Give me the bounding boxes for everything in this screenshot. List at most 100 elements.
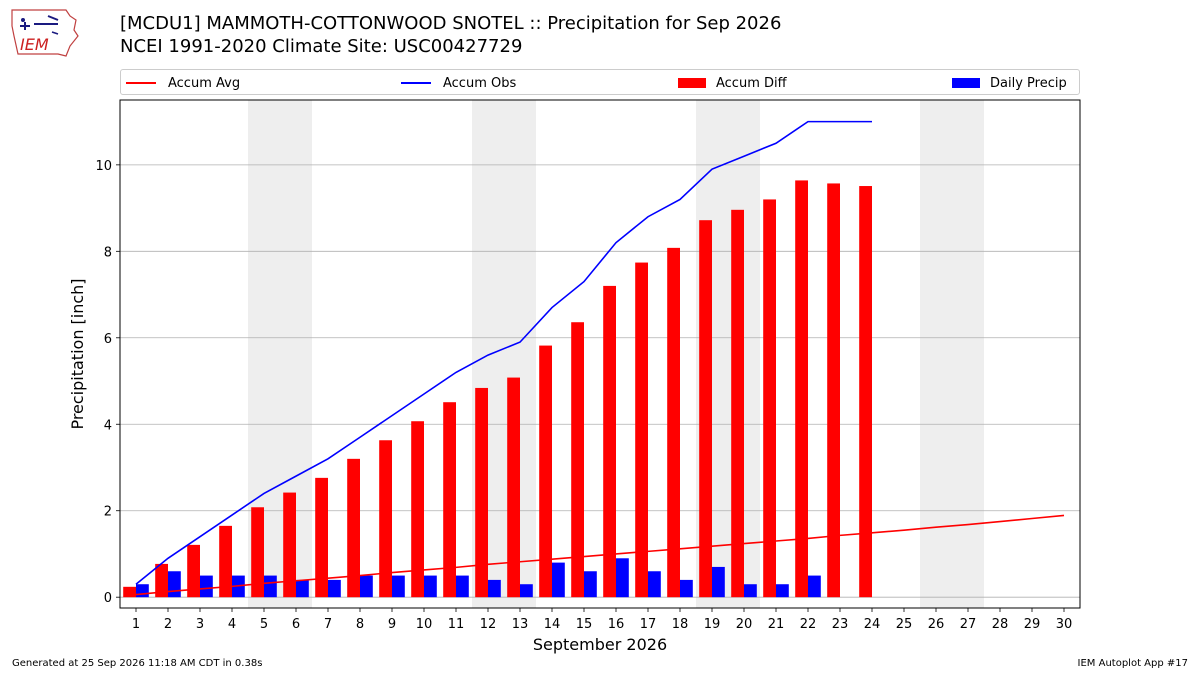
x-tick-label: 21 xyxy=(768,617,785,632)
legend-label-accum-diff: Accum Diff xyxy=(716,75,787,91)
accum-diff-bar xyxy=(795,180,808,598)
accum-diff-bar xyxy=(251,507,264,598)
accum-diff-bar xyxy=(315,477,328,598)
accum-obs-line xyxy=(135,120,872,585)
chart-subtitle: NCEI 1991-2020 Climate Site: USC00427729 xyxy=(120,36,523,57)
daily-precip-bar xyxy=(808,575,821,598)
daily-precip-bar xyxy=(776,584,789,598)
x-tick-label: 11 xyxy=(448,617,465,632)
x-tick-label: 5 xyxy=(260,617,268,632)
chart-title: [MCDU1] MAMMOTH-COTTONWOOD SNOTEL :: Pre… xyxy=(120,13,782,34)
daily-precip-bar xyxy=(136,584,149,598)
x-tick-label: 27 xyxy=(960,617,977,632)
x-tick-label: 30 xyxy=(1056,617,1073,632)
x-tick-label: 23 xyxy=(832,617,849,632)
legend-label-accum-obs: Accum Obs xyxy=(443,75,517,91)
accum-diff-bar xyxy=(667,247,680,598)
x-tick-label: 2 xyxy=(164,617,172,632)
accum-diff-bar xyxy=(731,209,744,598)
weekend-shade xyxy=(920,100,984,608)
accum-diff-bar xyxy=(475,387,488,598)
daily-precip-bar xyxy=(488,579,501,598)
legend-label-daily-precip: Daily Precip xyxy=(990,75,1067,91)
daily-precip-bar xyxy=(168,571,181,598)
iem-logo: IEM xyxy=(8,6,80,60)
x-tick-label: 22 xyxy=(800,617,817,632)
y-tick-label: 6 xyxy=(104,332,112,347)
x-tick-label: 18 xyxy=(672,617,689,632)
daily-precip-bar xyxy=(392,575,405,598)
daily-precip-bar xyxy=(264,575,277,598)
daily-precip-bar xyxy=(552,562,565,598)
legend-item-accum-obs: Accum Obs xyxy=(401,74,516,92)
legend-item-accum-avg: Accum Avg xyxy=(126,74,240,92)
legend-item-daily-precip: Daily Precip xyxy=(952,74,1067,92)
accum-diff-bar xyxy=(187,544,200,598)
generated-timestamp: Generated at 25 Sep 2026 11:18 AM CDT in… xyxy=(12,658,263,669)
accum-diff-bar xyxy=(635,262,648,598)
x-tick-label: 8 xyxy=(356,617,364,632)
x-tick-label: 3 xyxy=(196,617,204,632)
daily-precip-bar xyxy=(616,558,629,598)
x-tick-label: 17 xyxy=(640,617,657,632)
x-tick-label: 16 xyxy=(608,617,625,632)
x-tick-label: 14 xyxy=(544,617,561,632)
x-tick-label: 24 xyxy=(864,617,881,632)
daily-precip-bar xyxy=(584,571,597,598)
accum-diff-bar xyxy=(347,458,360,598)
daily-precip-bar xyxy=(328,579,341,598)
accum-diff-bar xyxy=(603,285,616,598)
accum-diff-bar xyxy=(219,525,232,598)
x-tick-label: 1 xyxy=(132,617,140,632)
y-tick-label: 8 xyxy=(104,245,112,260)
daily-precip-bar xyxy=(680,579,693,598)
y-tick-label: 2 xyxy=(104,505,112,520)
x-tick-label: 10 xyxy=(416,617,433,632)
x-tick-label: 29 xyxy=(1024,617,1041,632)
plot-frame xyxy=(119,99,1081,609)
legend-swatch-accum-obs xyxy=(401,82,431,84)
x-tick-label: 20 xyxy=(736,617,753,632)
y-tick-label: 0 xyxy=(104,591,112,606)
x-tick-label: 6 xyxy=(292,617,300,632)
daily-precip-bar xyxy=(424,575,437,598)
accum-diff-bar xyxy=(123,586,136,598)
daily-precip-bar xyxy=(296,579,309,598)
x-tick-label: 28 xyxy=(992,617,1009,632)
x-tick-label: 19 xyxy=(704,617,721,632)
x-tick-label: 25 xyxy=(896,617,913,632)
legend-swatch-accum-avg xyxy=(126,82,156,84)
logo-text: IEM xyxy=(20,35,49,54)
accum-diff-bar xyxy=(539,345,552,598)
x-tick-label: 26 xyxy=(928,617,945,632)
accum-diff-bar xyxy=(155,563,168,598)
legend-item-accum-diff: Accum Diff xyxy=(678,74,787,92)
accum-diff-bar xyxy=(443,402,456,598)
chart-title-block: [MCDU1] MAMMOTH-COTTONWOOD SNOTEL :: Pre… xyxy=(120,12,781,58)
y-axis-label: Precipitation [inch] xyxy=(68,278,87,429)
accum-avg-line xyxy=(135,514,1065,596)
x-axis-label: September 2026 xyxy=(533,635,667,654)
daily-precip-bar xyxy=(360,575,373,598)
daily-precip-bar xyxy=(712,566,725,598)
autoplot-app-label: IEM Autoplot App #17 xyxy=(1077,658,1188,669)
legend-label-accum-avg: Accum Avg xyxy=(168,75,241,91)
accum-diff-bar xyxy=(283,492,296,598)
x-tick-label: 13 xyxy=(512,617,529,632)
x-tick-label: 7 xyxy=(324,617,332,632)
legend-swatch-accum-diff xyxy=(678,78,706,88)
y-tick-label: 4 xyxy=(104,418,112,433)
chart-legend: Accum Avg Accum Obs Accum Diff Daily Pre… xyxy=(120,69,1080,95)
daily-precip-bar xyxy=(456,575,469,598)
x-tick-label: 4 xyxy=(228,617,236,632)
legend-swatch-daily-precip xyxy=(952,78,980,88)
accum-diff-bar xyxy=(699,220,712,598)
accum-diff-bar xyxy=(763,199,776,598)
accum-diff-bar xyxy=(379,440,392,598)
accum-diff-bar xyxy=(827,183,840,598)
daily-precip-bar xyxy=(648,571,661,598)
daily-precip-bar xyxy=(200,575,213,598)
accum-diff-bar xyxy=(411,421,424,598)
daily-precip-bar xyxy=(744,584,757,598)
